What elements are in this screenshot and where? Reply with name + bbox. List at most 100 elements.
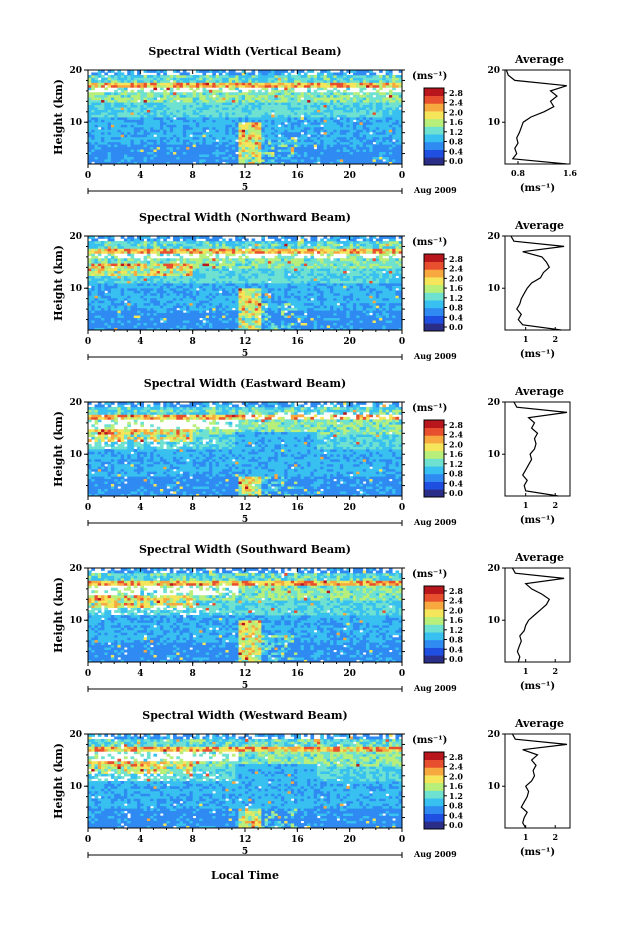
heatmap-cell	[114, 75, 118, 78]
heatmap-cell	[265, 110, 269, 113]
heatmap-cell	[225, 298, 229, 301]
heatmap-cell	[186, 112, 190, 115]
heatmap-cell	[248, 308, 252, 311]
heatmap-cell	[160, 132, 164, 135]
heatmap-cell	[242, 298, 246, 301]
heatmap-cell	[278, 117, 282, 120]
heatmap-cell	[265, 95, 269, 98]
heatmap-cell	[196, 298, 200, 301]
heatmap-cell	[337, 80, 341, 83]
heatmap-cell	[180, 124, 184, 127]
heatmap-cell	[147, 92, 151, 95]
heatmap-cell	[153, 293, 157, 296]
heatmap-cell	[124, 127, 128, 130]
heatmap-cell	[353, 107, 357, 110]
heatmap-cell	[98, 325, 102, 328]
heatmap-cell	[382, 142, 386, 145]
heatmap-cell	[291, 315, 295, 318]
heatmap-cell	[104, 122, 108, 125]
heatmap-cell	[134, 142, 138, 145]
heatmap-cell	[124, 290, 128, 293]
heatmap-cell	[320, 100, 324, 103]
heatmap-cell	[150, 127, 154, 130]
heatmap-cell	[350, 323, 354, 326]
heatmap-cell	[127, 308, 131, 311]
heatmap-cell	[359, 293, 363, 296]
heatmap-cell	[124, 77, 128, 80]
heatmap-cell	[369, 80, 373, 83]
heatmap-cell	[147, 293, 151, 296]
heatmap-cell	[150, 139, 154, 142]
heatmap-cell	[121, 152, 125, 155]
heatmap-cell	[235, 142, 239, 145]
heatmap-cell	[104, 300, 108, 303]
heatmap-cell	[127, 305, 131, 308]
heatmap-cell	[373, 124, 377, 127]
heatmap-cell	[288, 295, 292, 298]
heatmap-cell	[333, 87, 337, 90]
heatmap-cell	[284, 147, 288, 150]
heatmap-cell	[255, 149, 259, 152]
heatmap-cell	[307, 315, 311, 318]
heatmap-cell	[386, 85, 390, 88]
heatmap-cell	[140, 117, 144, 120]
heatmap-cell	[131, 300, 135, 303]
heatmap-cell	[137, 323, 141, 326]
heatmap-cell	[147, 137, 151, 140]
heatmap-cell	[127, 157, 131, 160]
heatmap-cell	[248, 72, 252, 75]
heatmap-cell	[222, 303, 226, 306]
heatmap-cell	[297, 107, 301, 110]
heatmap-cell	[333, 320, 337, 323]
heatmap-cell	[340, 144, 344, 147]
heatmap-cell	[376, 119, 380, 122]
heatmap-cell	[297, 313, 301, 316]
heatmap-cell	[307, 144, 311, 147]
heatmap-cell	[359, 303, 363, 306]
heatmap-cell	[346, 315, 350, 318]
heatmap-cell	[147, 318, 151, 321]
heatmap-cell	[124, 87, 128, 90]
heatmap-cell	[95, 323, 99, 326]
heatmap-cell	[193, 127, 197, 130]
heatmap-cell	[363, 80, 367, 83]
heatmap-cell	[356, 82, 360, 85]
heatmap-cell	[317, 315, 321, 318]
heatmap-cell	[297, 159, 301, 162]
heatmap-cell	[373, 303, 377, 306]
heatmap-cell	[386, 117, 390, 120]
heatmap-cell	[167, 82, 171, 85]
heatmap-cell	[288, 110, 292, 113]
heatmap-cell	[232, 100, 236, 103]
heatmap-cell	[304, 137, 308, 140]
heatmap-cell	[157, 323, 161, 326]
heatmap-cell	[95, 127, 99, 130]
heatmap-cell	[88, 119, 92, 122]
heatmap-cell	[284, 97, 288, 100]
heatmap-cell	[229, 290, 233, 293]
heatmap-cell	[225, 115, 229, 118]
heatmap-cell	[248, 293, 252, 296]
heatmap-cell	[307, 310, 311, 313]
heatmap-cell	[163, 313, 167, 316]
heatmap-cell	[117, 147, 121, 150]
heatmap-cell	[140, 139, 144, 142]
heatmap-cell	[366, 295, 370, 298]
heatmap-cell	[392, 132, 396, 135]
heatmap-cell	[330, 75, 334, 78]
heatmap-cell	[271, 77, 275, 80]
heatmap-cell	[281, 293, 285, 296]
heatmap-cell	[310, 325, 314, 328]
heatmap-cell	[297, 152, 301, 155]
heatmap-cell	[189, 144, 193, 147]
heatmap-cell	[379, 154, 383, 157]
heatmap-cell	[310, 97, 314, 100]
heatmap-cell	[301, 303, 305, 306]
heatmap-cell	[238, 129, 242, 132]
heatmap-cell	[350, 154, 354, 157]
heatmap-cell	[395, 82, 399, 85]
heatmap-cell	[232, 132, 236, 135]
heatmap-cell	[271, 72, 275, 75]
heatmap-cell	[373, 320, 377, 323]
heatmap-cell	[114, 132, 118, 135]
